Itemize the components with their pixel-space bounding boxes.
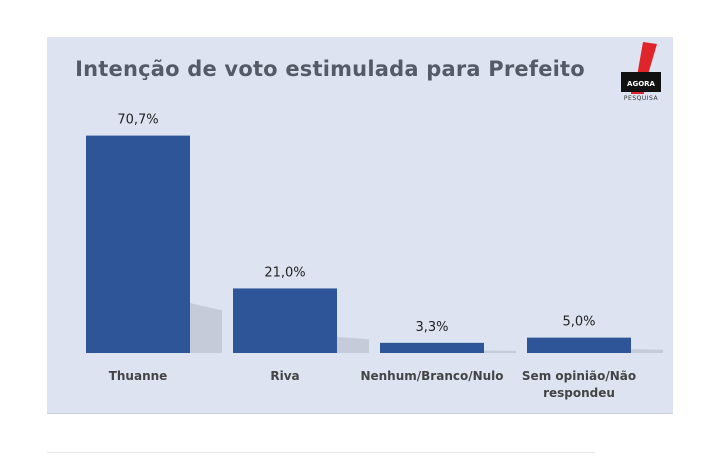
bar-shadow [484, 350, 516, 353]
chart-title: Intenção de voto estimulada para Prefeit… [75, 57, 585, 81]
data-label: 70,7% [117, 113, 158, 128]
category-label: Nenhum/Branco/Nulo [360, 369, 503, 383]
logo-subtitle: PESQUISA [623, 95, 659, 102]
bar-shadow [190, 303, 222, 353]
category-label: Riva [270, 369, 299, 383]
data-label: 3,3% [415, 320, 448, 335]
category-label: Sem opinião/Não [522, 369, 636, 383]
svg-text:AGORA: AGORA [627, 80, 656, 88]
data-label: 5,0% [562, 315, 595, 330]
agora-sei-logo: AGORA PESQUISA [621, 42, 661, 104]
exclamation-icon: AGORA [621, 42, 661, 94]
bar-2 [380, 342, 484, 353]
category-label: Thuanne [109, 369, 168, 383]
data-label: 21,0% [264, 265, 305, 280]
bar-chart: 70,7% Thuanne 21,0% Riva 3,3% Nenhum/Branco/N… [86, 113, 663, 400]
bar-shadow [631, 349, 663, 353]
bar-3 [527, 337, 631, 353]
category-label: respondeu [543, 386, 615, 400]
bar-shadow [337, 336, 369, 353]
chart-panel: Intenção de voto estimulada para Prefeit… [47, 37, 673, 414]
divider [47, 452, 595, 453]
bar-0 [86, 135, 190, 353]
bar-1 [233, 288, 337, 353]
